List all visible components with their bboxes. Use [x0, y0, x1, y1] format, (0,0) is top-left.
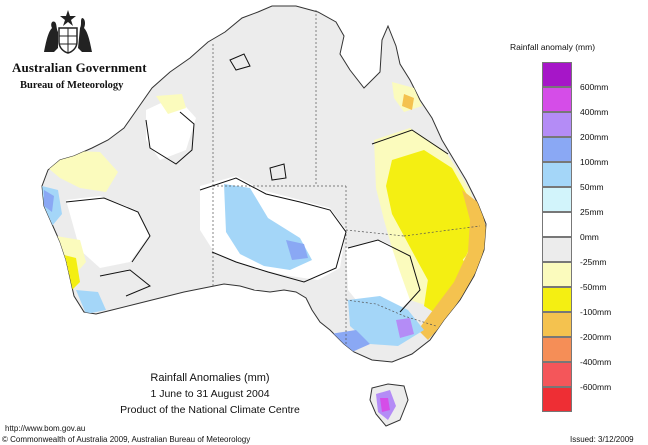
map-caption: Rainfall Anomalies (mm) 1 June to 31 Aug…: [120, 370, 300, 418]
region-minus100-queensland: [386, 150, 478, 284]
region-minus200-coast: [418, 190, 486, 340]
legend-label: 400mm: [580, 107, 609, 117]
region-0mm-southwest: [66, 196, 150, 268]
legend-label: 600mm: [580, 82, 609, 92]
legend-swatch: [542, 287, 572, 312]
state-boundaries: [212, 10, 481, 344]
legend-title: Rainfall anomaly (mm): [510, 42, 596, 52]
caption-product: Product of the National Climate Centre: [120, 404, 300, 416]
legend-label: -200mm: [580, 332, 612, 342]
legend-swatch: [542, 262, 572, 287]
caption-period: 1 June to 31 August 2004: [150, 388, 270, 400]
coat-of-arms-icon: [44, 10, 92, 54]
region-minus50-north: [156, 94, 186, 114]
legend-label: -400mm: [580, 357, 612, 367]
legend-label: -100mm: [580, 307, 612, 317]
legend-swatch: [542, 87, 572, 112]
legend-swatch: [542, 312, 572, 337]
tasmania-anomaly-400mm: [380, 398, 390, 412]
legend-swatch: [542, 112, 572, 137]
footer-issued: Issued: 3/12/2009: [570, 435, 634, 444]
legend-label: 25mm: [580, 207, 604, 217]
region-0mm-north: [146, 96, 196, 160]
legend-label: 100mm: [580, 157, 609, 167]
agency-name: Bureau of Meteorology: [20, 80, 124, 91]
legend-swatch: [542, 162, 572, 187]
region-minus50-kimberley: [48, 150, 118, 192]
legend-label: 0mm: [580, 232, 599, 242]
legend-swatch: [542, 187, 572, 212]
footer-copyright: © Commonwealth of Australia 2009, Austra…: [2, 435, 251, 444]
government-logo: Australian Government Bureau of Meteorol…: [8, 8, 147, 94]
legend: Rainfall anomaly (mm) 600mm 400mm 200mm …: [510, 42, 642, 412]
region-minus200-far-ne: [402, 94, 414, 110]
legend-label: -50mm: [580, 282, 607, 292]
government-name: Australian Government: [12, 60, 147, 75]
legend-swatch: [542, 62, 572, 87]
region-50mm-sw: [76, 290, 106, 314]
legend-label: 200mm: [580, 132, 609, 142]
region-100mm-central: [286, 240, 308, 260]
legend-label: -600mm: [580, 382, 612, 392]
legend-label: -25mm: [580, 257, 607, 267]
footer-url[interactable]: http://www.bom.gov.au: [5, 424, 86, 433]
region-minus100-nsw: [424, 250, 470, 316]
legend-swatch: [542, 337, 572, 362]
region-100mm-west: [44, 190, 54, 212]
legend-swatch: [542, 137, 572, 162]
legend-swatch: [542, 237, 572, 262]
legend-swatch: [542, 387, 572, 412]
anomaly-regions: [42, 82, 486, 352]
legend-swatch: [542, 212, 572, 237]
legend-label: 50mm: [580, 182, 604, 192]
legend-swatch: [542, 362, 572, 387]
contour-lines: [65, 53, 449, 313]
caption-title: Rainfall Anomalies (mm): [150, 372, 270, 384]
region-200mm-vic: [396, 318, 414, 338]
